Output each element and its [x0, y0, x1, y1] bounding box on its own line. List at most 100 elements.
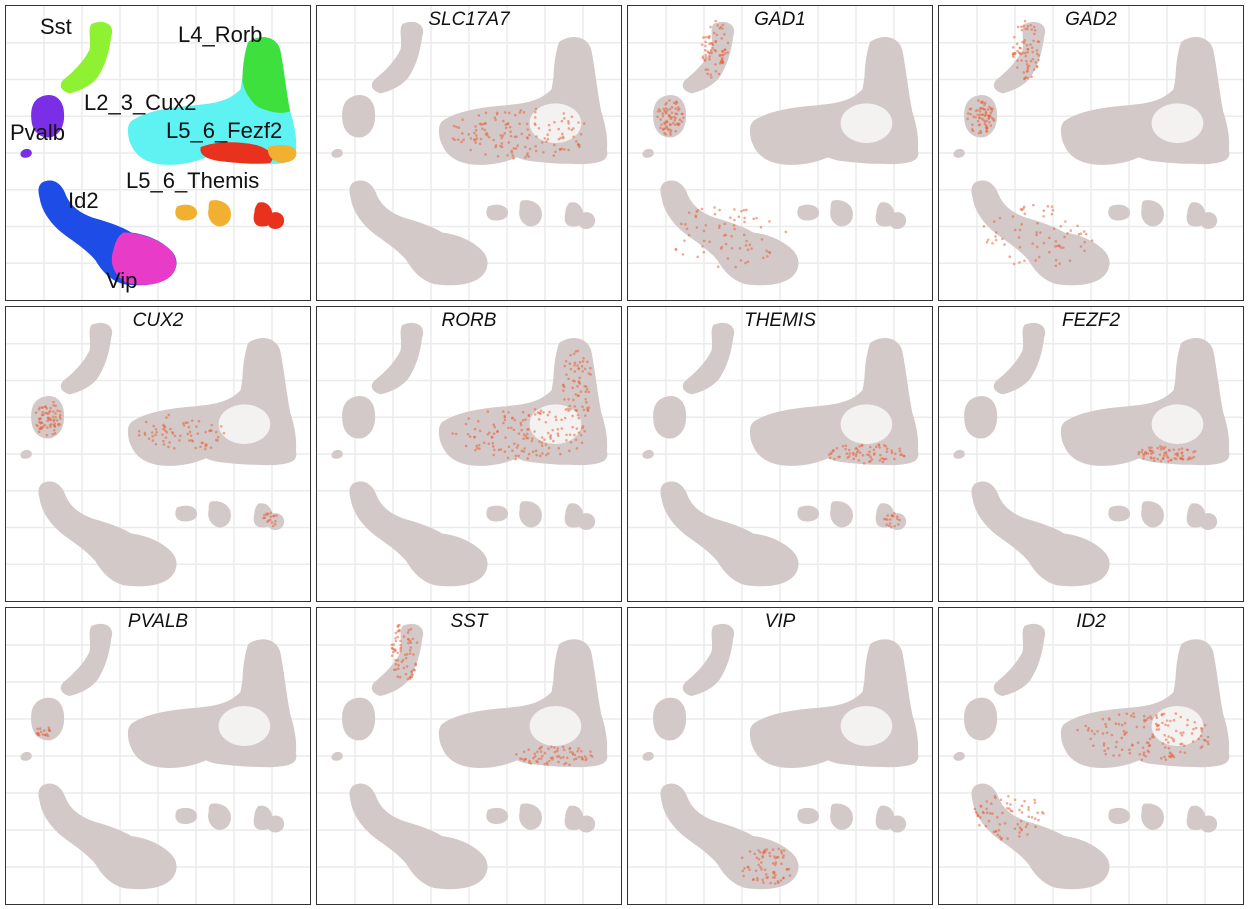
expression-point: [1030, 815, 1034, 819]
expression-point: [522, 750, 526, 754]
cluster-s2: [519, 803, 542, 830]
expression-point: [165, 431, 169, 434]
expression-point: [1200, 726, 1203, 730]
expression-point: [53, 432, 57, 435]
expression-point: [1013, 35, 1016, 39]
expression-point: [1024, 76, 1027, 79]
expression-point: [670, 111, 674, 114]
expression-point: [1034, 259, 1037, 262]
cluster-pvalb: [964, 95, 998, 138]
cluster-l23: [749, 103, 859, 158]
expression-point: [48, 410, 51, 414]
expression-point: [168, 441, 171, 444]
expression-point: [572, 352, 576, 356]
expression-point: [507, 445, 511, 449]
expression-point: [514, 457, 517, 461]
expression-point: [45, 433, 49, 437]
expression-point: [563, 762, 566, 766]
expression-point: [549, 434, 553, 437]
expression-point: [45, 426, 49, 429]
expression-point: [730, 246, 734, 250]
expression-point: [563, 117, 566, 120]
expression-point: [41, 406, 44, 409]
expression-point: [827, 453, 831, 456]
expression-point: [585, 388, 589, 391]
expression-point: [1076, 728, 1079, 732]
expression-point: [743, 867, 746, 870]
expression-point: [499, 448, 503, 451]
expression-point: [1146, 452, 1150, 455]
cluster-l23: [438, 103, 548, 158]
expression-point: [392, 643, 395, 646]
expression-point: [581, 405, 584, 409]
gene-title: THEMIS: [744, 310, 816, 331]
expression-point: [759, 851, 762, 854]
expression-point: [514, 454, 518, 458]
expression-point: [201, 441, 204, 445]
expression-point: [1155, 714, 1158, 717]
expression-point: [1007, 795, 1010, 798]
expression-point: [1142, 751, 1146, 754]
expression-point: [195, 425, 198, 428]
expression-point: [1166, 456, 1170, 459]
expression-point: [857, 459, 861, 462]
expression-point: [722, 32, 726, 36]
expression-point: [137, 429, 141, 433]
expression-point: [707, 35, 710, 38]
gene-panel-pvalb: PVALB: [5, 607, 311, 905]
expression-point: [162, 443, 166, 446]
expression-point: [503, 111, 507, 114]
expression-point: [569, 353, 572, 357]
expression-point: [1174, 729, 1178, 733]
cluster-sst: [993, 322, 1046, 395]
expression-point: [1186, 723, 1189, 727]
expression-point: [755, 216, 758, 220]
expression-point: [1020, 811, 1024, 814]
expression-point: [1147, 744, 1151, 748]
expression-point: [540, 444, 544, 447]
expression-point: [41, 410, 44, 414]
expression-point: [718, 26, 721, 30]
expression-point: [830, 451, 833, 454]
expression-point: [36, 727, 39, 731]
expression-point: [574, 757, 578, 760]
expression-point: [848, 452, 852, 455]
expression-point: [1114, 722, 1118, 725]
cluster-pvalbDot: [20, 148, 32, 158]
expression-point: [534, 107, 538, 111]
expression-point: [475, 444, 478, 448]
expression-point: [496, 430, 499, 434]
expression-point: [771, 848, 775, 851]
cluster-l4: [864, 338, 913, 414]
expression-point: [547, 759, 551, 763]
expression-point: [873, 452, 876, 455]
expression-point: [721, 23, 725, 27]
cluster-them: [267, 747, 297, 766]
expression-point: [455, 125, 458, 129]
expression-point: [509, 134, 513, 138]
expression-point: [1162, 712, 1166, 716]
expression-point: [709, 73, 712, 76]
expression-point: [557, 137, 561, 141]
expression-point: [507, 111, 511, 115]
expression-point: [1013, 827, 1017, 830]
expression-point: [723, 48, 727, 51]
expression-point: [548, 410, 551, 414]
expression-point: [998, 823, 1002, 826]
cluster-pvalb: [653, 396, 687, 439]
expression-point: [271, 524, 275, 528]
expression-point: [659, 118, 662, 121]
expression-point: [516, 144, 519, 147]
cluster-s2: [208, 803, 231, 830]
expression-point: [55, 419, 59, 422]
gene-panel-id2: ID2: [938, 607, 1244, 905]
expression-point: [889, 518, 892, 521]
expression-point: [540, 441, 544, 444]
expression-point: [1149, 715, 1152, 718]
expression-point: [1020, 828, 1024, 832]
expression-point: [888, 522, 892, 525]
expression-point: [785, 867, 789, 871]
expression-point: [1151, 451, 1155, 454]
expression-point: [578, 381, 581, 384]
expression-point: [587, 406, 591, 409]
